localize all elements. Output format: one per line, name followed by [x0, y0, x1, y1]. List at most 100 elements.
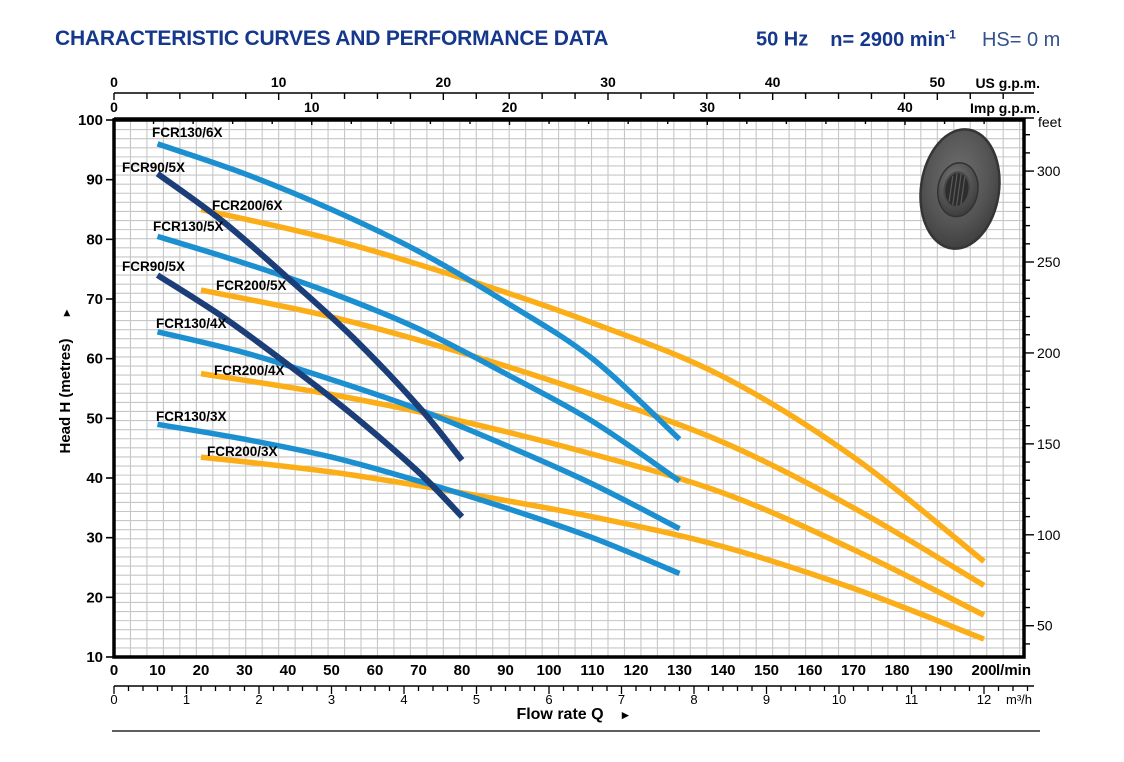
x-axis-title: Flow rate Q [516, 706, 603, 723]
m3h-tick-label: 1 [183, 692, 190, 707]
lmin-tick-label: 30 [236, 662, 253, 679]
m3h-tick-label: 2 [255, 692, 262, 707]
curve-label-FCR130/5X: FCR130/5X [153, 219, 224, 234]
lmin-tick-label: 200 [971, 662, 996, 679]
frequency-value: 50 Hz [756, 28, 809, 51]
curve-label-FCR90/5X: FCR90/5X [122, 160, 185, 175]
m3h-unit-label: m³/h [1006, 692, 1032, 707]
curve-FCR130/4X [156, 329, 681, 532]
lmin-tick-label: 20 [193, 662, 210, 679]
m3h-tick-label: 6 [545, 692, 552, 707]
lmin-tick-label: 150 [754, 662, 779, 679]
m3h-tick-label: 3 [328, 692, 335, 707]
curve-FCR200/3X [200, 454, 985, 642]
lmin-tick-label: 130 [667, 662, 692, 679]
curve-label-FCR200/4X: FCR200/4X [214, 363, 285, 378]
lmin-tick-label: 190 [928, 662, 953, 679]
curve-label-FCR130/6X: FCR130/6X [152, 125, 223, 140]
curve-label-FCR200/3X: FCR200/3X [207, 444, 278, 459]
y-axis-arrow-icon: ▸ [59, 309, 73, 317]
m3h-tick-label: 12 [977, 692, 991, 707]
feet-tick-label: 150 [1037, 436, 1061, 452]
curve-FCR90/5X [155, 272, 465, 519]
head-tick-label: 30 [86, 530, 103, 547]
head-tick-label: 100 [78, 112, 103, 129]
lmin-tick-label: 80 [454, 662, 471, 679]
lmin-tick-label: 50 [323, 662, 340, 679]
lmin-unit-label: l/min [996, 662, 1031, 679]
y-axis-title: Head H (metres) [57, 338, 74, 453]
header: CHARACTERISTIC CURVES AND PERFORMANCE DA… [0, 0, 1124, 64]
m3h-tick-label: 10 [832, 692, 846, 707]
lmin-tick-label: 100 [536, 662, 561, 679]
lmin-tick-label: 0 [110, 662, 118, 679]
us-gpm-tick-label: 20 [436, 74, 452, 90]
imp-gpm-tick-label: 30 [699, 99, 715, 115]
head-tick-label: 80 [86, 231, 103, 248]
lmin-tick-label: 140 [710, 662, 735, 679]
us-gpm-unit-label: US g.p.m. [975, 75, 1040, 91]
us-gpm-tick-label: 30 [600, 74, 616, 90]
curve-label-FCR90/5X: FCR90/5X [122, 259, 185, 274]
grid [114, 120, 1024, 657]
lmin-tick-label: 120 [623, 662, 648, 679]
head-tick-label: 10 [86, 649, 103, 666]
imp-gpm-tick-label: 40 [897, 99, 913, 115]
head-tick-label: 40 [86, 470, 103, 487]
suction-head-value: HS= 0 m [981, 28, 1061, 51]
page-title: CHARACTERISTIC CURVES AND PERFORMANCE DA… [55, 27, 609, 50]
curve-FCR200/6X [200, 206, 986, 564]
feet-tick-label: 300 [1037, 163, 1061, 179]
lmin-tick-label: 10 [149, 662, 166, 679]
speed-value: n= 2900 min-1 [830, 27, 956, 51]
curve-label-FCR130/3X: FCR130/3X [156, 409, 227, 424]
imp-gpm-unit-label: Imp g.p.m. [970, 100, 1040, 116]
feet-unit-label: feet [1038, 114, 1061, 130]
speed-exponent: -1 [945, 27, 956, 41]
lmin-tick-label: 160 [797, 662, 822, 679]
head-tick-label: 90 [86, 172, 103, 189]
pump-curves [155, 141, 986, 642]
head-tick-label: 50 [86, 410, 103, 427]
us-gpm-tick-label: 40 [765, 74, 781, 90]
m3h-tick-label: 4 [400, 692, 407, 707]
lmin-tick-label: 60 [367, 662, 384, 679]
plot-border [112, 118, 1026, 659]
feet-tick-label: 200 [1037, 345, 1061, 361]
lmin-tick-label: 90 [497, 662, 514, 679]
curve-label-FCR200/6X: FCR200/6X [212, 198, 283, 213]
us-gpm-tick-label: 0 [110, 74, 118, 90]
head-tick-label: 60 [86, 351, 103, 368]
lmin-tick-label: 180 [884, 662, 909, 679]
x-axis-arrow-icon: ▸ [621, 707, 630, 722]
impeller-image [919, 128, 1001, 250]
lmin-tick-label: 170 [841, 662, 866, 679]
curve-FCR130/5X [156, 233, 682, 484]
imp-gpm-tick-label: 20 [502, 99, 518, 115]
curve-FCR130/3X [157, 421, 681, 577]
m3h-tick-label: 0 [110, 692, 117, 707]
us-gpm-tick-label: 10 [271, 74, 287, 90]
feet-tick-label: 100 [1037, 527, 1061, 543]
axes: 0 10 20 30 40 500 10 20 30 4010203040506070809010… [78, 74, 1061, 707]
curve-FCR130/6X [156, 141, 682, 442]
curve-FCR200/5X [200, 287, 986, 588]
m3h-tick-label: 5 [473, 692, 480, 707]
curve-label-FCR200/5X: FCR200/5X [216, 278, 287, 293]
feet-tick-label: 50 [1037, 618, 1053, 634]
curve-label-FCR130/4X: FCR130/4X [156, 316, 227, 331]
lmin-tick-label: 70 [410, 662, 427, 679]
feet-tick-label: 250 [1037, 254, 1061, 270]
us-gpm-tick-label: 50 [930, 74, 946, 90]
lmin-tick-label: 110 [580, 662, 604, 679]
m3h-tick-label: 8 [690, 692, 697, 707]
head-tick-label: 20 [86, 589, 103, 606]
curve-FCR200/4X [200, 370, 986, 618]
head-tick-label: 70 [86, 291, 103, 308]
m3h-tick-label: 9 [763, 692, 770, 707]
m3h-tick-label: 11 [905, 692, 919, 707]
lmin-tick-label: 40 [280, 662, 297, 679]
header-conditions: 50 Hz n= 2900 min-1 HS= 0 m [756, 27, 1060, 52]
